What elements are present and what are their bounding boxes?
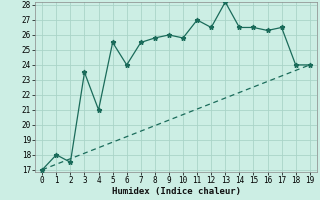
X-axis label: Humidex (Indice chaleur): Humidex (Indice chaleur): [111, 187, 241, 196]
